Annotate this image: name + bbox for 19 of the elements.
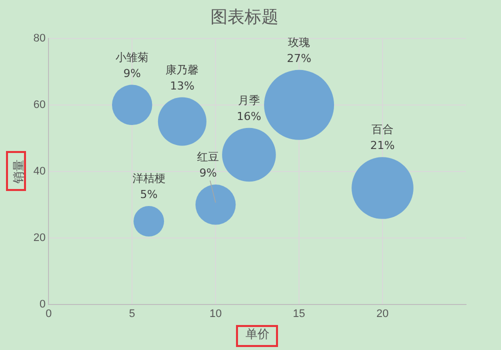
y-tick-label: 0 bbox=[40, 298, 46, 310]
y-tick-label: 80 bbox=[33, 32, 46, 44]
data-label: 洋桔梗 5% bbox=[132, 172, 166, 202]
x-tick-label: 20 bbox=[376, 308, 389, 320]
chart-title: 图表标题 bbox=[210, 8, 278, 28]
y-axis-title: 销量 bbox=[12, 159, 26, 184]
y-tick-label: 20 bbox=[33, 232, 46, 244]
data-label: 月季 16% bbox=[236, 94, 262, 123]
y-tick-label: 60 bbox=[33, 98, 46, 111]
x-tick-label: 10 bbox=[209, 308, 222, 320]
x-tick-label: 5 bbox=[129, 308, 136, 320]
data-label: 百合 21% bbox=[370, 123, 395, 152]
y-tick-label: 40 bbox=[33, 165, 46, 178]
data-label: 红豆 9% bbox=[197, 150, 220, 180]
data-label: 玫瑰 27% bbox=[286, 36, 312, 65]
x-axis-title: 单价 bbox=[245, 327, 270, 342]
data-label: 小雏菊 9% bbox=[116, 50, 149, 80]
data-label: 康乃馨 13% bbox=[166, 63, 199, 92]
x-tick-label: 15 bbox=[292, 308, 306, 320]
